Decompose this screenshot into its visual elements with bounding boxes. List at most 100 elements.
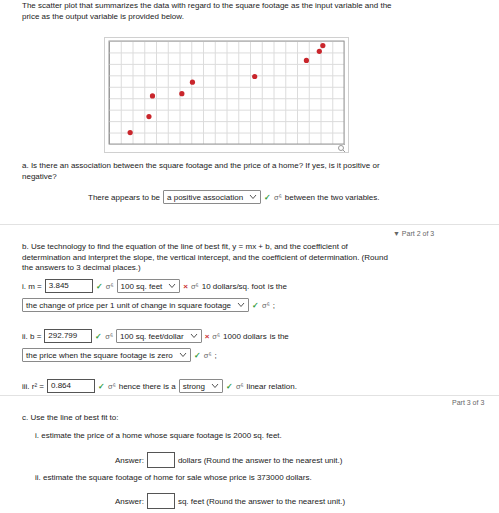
- math-icon[interactable]: σ⁶: [204, 351, 212, 360]
- tick: [297, 41, 298, 144]
- input-box[interactable]: 3.845: [45, 279, 93, 293]
- text-line: c. Use the line of best fit to:: [22, 413, 119, 424]
- axis-line: [110, 42, 345, 145]
- math-icon[interactable]: σ⁶: [236, 382, 244, 391]
- select-box[interactable]: the change of price per 1 unit of change…: [22, 298, 249, 312]
- dropdown-arrow: [211, 383, 219, 389]
- tick: [109, 121, 344, 122]
- point: [150, 93, 155, 98]
- text: 1000 dollars: [223, 332, 267, 341]
- math-icon[interactable]: σ⁶: [105, 332, 113, 341]
- select-text: 100 sq. feet/dollar: [120, 332, 184, 341]
- select-text: the change of price per 1 unit of change…: [26, 301, 231, 310]
- text: There appears to be: [88, 193, 160, 202]
- input-box[interactable]: [147, 493, 175, 509]
- tick: [156, 41, 157, 144]
- tick: [274, 41, 275, 144]
- select-box[interactable]: 100 sq. feet/dollar: [116, 329, 202, 343]
- tick: [109, 110, 344, 111]
- tick: [250, 41, 251, 144]
- zoom-icon-lens: [339, 146, 344, 151]
- text-line: price as the output variable is provided…: [22, 12, 392, 23]
- dropdown-arrow-path: [169, 284, 175, 288]
- tick: [332, 41, 333, 144]
- tick: [262, 41, 263, 144]
- text: linear relation.: [247, 382, 297, 391]
- grid-line: [309, 41, 310, 144]
- grid-line: [285, 41, 286, 144]
- dropdown-arrow: [190, 333, 198, 339]
- select-text: 100 sq. feet: [121, 282, 163, 291]
- check-icon: ✓: [264, 193, 271, 202]
- text: hence there is a: [119, 382, 176, 391]
- select-box[interactable]: a positive association: [163, 190, 261, 204]
- point: [317, 49, 322, 54]
- math-icon[interactable]: σ⁶: [106, 282, 114, 291]
- grid-line: [168, 41, 169, 144]
- dropdown-arrow: [249, 194, 257, 200]
- dropdown-arrow-path: [212, 384, 218, 388]
- check-icon: ✓: [98, 382, 105, 391]
- grid-line: [109, 52, 344, 53]
- block: The scatter plot that summarizes the dat…: [22, 1, 392, 22]
- select-box[interactable]: strong: [179, 379, 223, 393]
- math-icon[interactable]: σ⁶: [108, 382, 116, 391]
- tick: [168, 41, 169, 144]
- tick: [121, 41, 122, 144]
- tick: [191, 41, 192, 144]
- text-line: a. Is there an association between the s…: [22, 161, 380, 172]
- dropdown-arrow: [179, 352, 187, 358]
- text: is the: [270, 332, 289, 341]
- block: There appears to be a positive associatio…: [88, 190, 380, 204]
- point: [320, 43, 325, 48]
- input-box[interactable]: 0.864: [47, 379, 95, 393]
- tick: [109, 98, 344, 99]
- separator: [0, 395, 499, 396]
- dropdown-arrow-path: [191, 334, 197, 338]
- grid-line: [156, 41, 157, 144]
- input-box[interactable]: [147, 452, 175, 468]
- select-text: a positive association: [167, 193, 243, 202]
- point: [146, 114, 151, 119]
- part-label: Part 3 of 3: [452, 398, 484, 409]
- block: ii. b =292.799✓σ⁶100 sq. feet/dollar×σ⁶1…: [22, 329, 289, 343]
- tick: [109, 64, 344, 65]
- point: [304, 58, 309, 63]
- tick: [227, 41, 228, 144]
- select-text: strong: [183, 382, 205, 391]
- grid-line: [109, 121, 344, 122]
- tick: [109, 52, 344, 53]
- dropdown-arrow-path: [250, 195, 256, 199]
- cross-icon: ×: [183, 282, 188, 291]
- block: the change of price per 1 unit of change…: [22, 298, 275, 312]
- math-icon[interactable]: σ⁶: [274, 193, 282, 202]
- select-box[interactable]: the price when the square footage is zer…: [22, 348, 191, 362]
- select-box[interactable]: 100 sq. feet: [117, 279, 181, 293]
- grid-line: [133, 41, 134, 144]
- grid-line: [109, 98, 344, 99]
- input-box[interactable]: 292.799: [44, 329, 92, 343]
- point: [128, 130, 133, 135]
- block: i. m =3.845✓σ⁶100 sq. feet×σ⁶10 dollars/…: [22, 279, 287, 293]
- text-line: ii. estimate the square footage of home …: [35, 473, 312, 484]
- text: between the two variables.: [285, 193, 380, 202]
- block: c. Use the line of best fit to:: [22, 413, 119, 424]
- math-icon[interactable]: σ⁶: [262, 301, 270, 310]
- check-icon: ✓: [226, 382, 233, 391]
- tick: [285, 41, 286, 144]
- grid-line: [238, 41, 239, 144]
- math-icon[interactable]: σ⁶: [191, 282, 199, 291]
- text-line: b. Use technology to find the equation o…: [22, 242, 388, 253]
- grid-line: [144, 41, 145, 144]
- grid-line: [109, 133, 344, 134]
- cross-icon: ×: [205, 332, 210, 341]
- dropdown-arrow-path: [180, 353, 186, 357]
- grid-line: [262, 41, 263, 144]
- zoom-icon[interactable]: [339, 146, 346, 153]
- grid-line: [227, 41, 228, 144]
- tick: [109, 133, 344, 134]
- math-icon[interactable]: σ⁶: [212, 332, 220, 341]
- axis-line: [110, 41, 345, 145]
- text: ii. b =: [22, 332, 41, 341]
- block: ii. estimate the square footage of home …: [35, 473, 312, 484]
